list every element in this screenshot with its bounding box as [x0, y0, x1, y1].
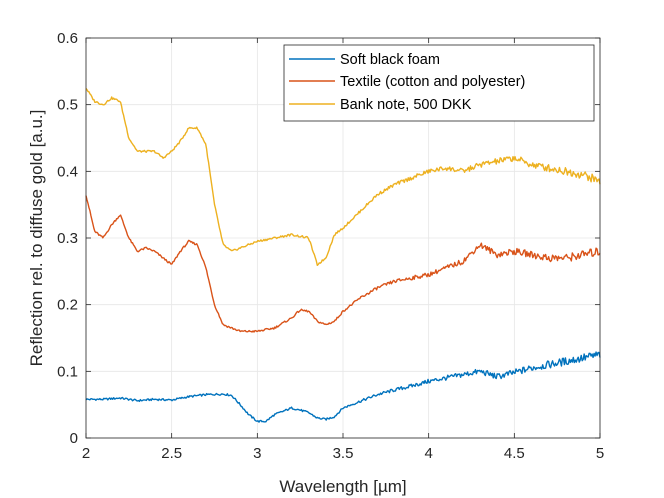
series-line-textile	[85, 195, 601, 333]
legend-label-bank-note: Bank note, 500 DKK	[340, 97, 472, 113]
x-axis-label: Wavelength [µm]	[279, 477, 406, 496]
y-tick-label: 0.1	[57, 363, 78, 380]
x-tick-label: 3	[253, 445, 261, 462]
legend-box	[283, 44, 595, 122]
axis-ticks: 2 2.5 3 3.5 4 4.5 5 0 0.1 0.2 0.3 0.4 0.5 0.6	[57, 30, 604, 462]
series-line-bank-note	[85, 88, 601, 267]
y-tick-label: 0	[70, 430, 78, 447]
series-line-soft-black-foam	[85, 351, 601, 423]
y-tick-label: 0.6	[57, 30, 78, 47]
legend-label-textile: Textile (cotton and polyester)	[340, 74, 525, 90]
legend: Soft black foam Textile (cotton and poly…	[283, 44, 595, 122]
legend-label-soft-black-foam: Soft black foam	[340, 52, 440, 68]
series-layer	[85, 88, 601, 423]
x-tick-label: 2	[82, 445, 90, 462]
y-tick-label: 0.5	[57, 97, 78, 114]
y-axis-label: Reflection rel. to diffuse gold [a.u.]	[27, 110, 46, 367]
x-tick-label: 4.5	[504, 445, 525, 462]
y-tick-label: 0.2	[57, 297, 78, 314]
x-tick-label: 5	[596, 445, 604, 462]
x-tick-label: 4	[424, 445, 432, 462]
x-tick-label: 3.5	[333, 445, 354, 462]
y-tick-label: 0.3	[57, 230, 78, 247]
x-tick-label: 2.5	[161, 445, 182, 462]
y-tick-label: 0.4	[57, 163, 78, 180]
